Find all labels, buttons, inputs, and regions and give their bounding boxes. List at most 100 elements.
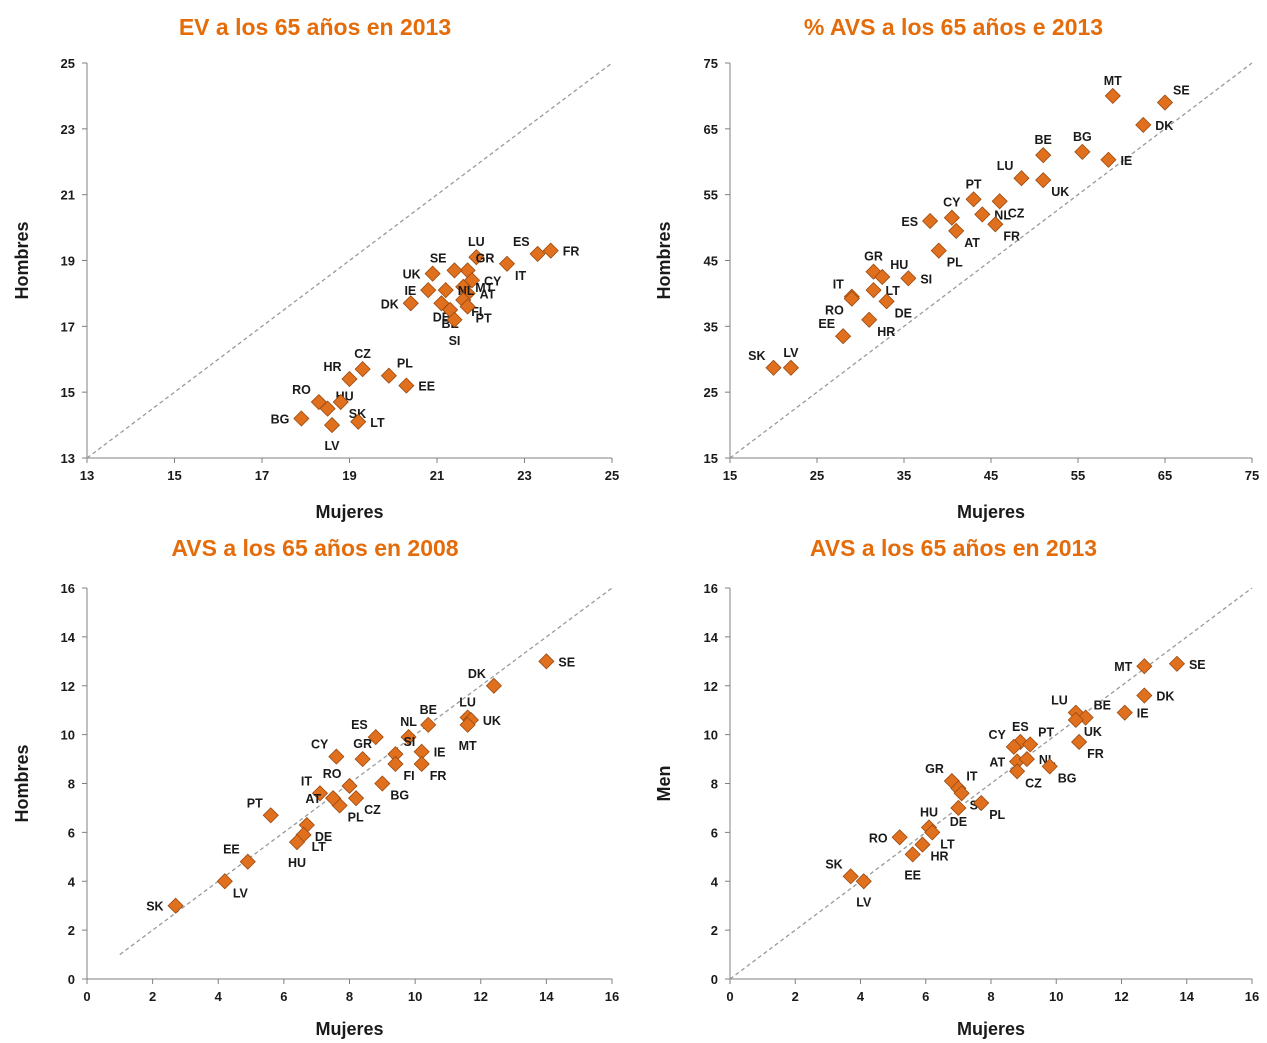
point-label: BG bbox=[1058, 771, 1077, 785]
x-axis-label: Mujeres bbox=[315, 1019, 383, 1039]
point-label: CY bbox=[988, 728, 1006, 742]
point-label: UK bbox=[403, 268, 421, 282]
data-point-pl bbox=[973, 794, 990, 812]
chart-title: EV a los 65 años en 2013 bbox=[178, 14, 452, 40]
x-tick-label: 25 bbox=[810, 468, 824, 483]
data-point-lv bbox=[323, 417, 341, 434]
data-point-ee bbox=[239, 853, 256, 870]
y-tick-label: 55 bbox=[704, 188, 718, 203]
data-point-pt bbox=[1022, 736, 1039, 753]
data-point-hu bbox=[874, 268, 891, 286]
chart-panel-avs-2013: AVS a los 65 años en 2013 0 2 4 6 8 10 12 14 16 0… bbox=[640, 525, 1267, 1043]
data-point-fr bbox=[1071, 733, 1088, 751]
data-point-dk bbox=[1136, 687, 1153, 704]
data-point-es bbox=[922, 212, 939, 230]
chart-plot-avs-2008: 0 2 4 6 8 10 12 14 16 0 2 4 6 8 10 12 14 16 Mujeres Hombres… bbox=[12, 581, 619, 1039]
data-point-hr bbox=[914, 836, 931, 853]
x-tick-label: 10 bbox=[408, 989, 422, 1004]
data-point-be bbox=[1035, 147, 1052, 164]
point-label: IT bbox=[301, 774, 312, 788]
point-label: LT bbox=[312, 840, 327, 854]
y-axis-label: Men bbox=[654, 766, 674, 802]
point-label: CZ bbox=[1008, 206, 1025, 220]
data-point-de bbox=[878, 293, 895, 310]
y-tick-label: 10 bbox=[61, 728, 75, 743]
point-label: FI bbox=[471, 305, 482, 319]
data-point-pt bbox=[965, 191, 982, 208]
y-tick-label: 15 bbox=[704, 451, 718, 466]
x-tick-label: 16 bbox=[1245, 989, 1259, 1004]
point-label: GR bbox=[864, 250, 883, 264]
point-label: HU bbox=[920, 805, 938, 819]
point-label: LU bbox=[997, 159, 1014, 173]
data-point-se bbox=[1156, 94, 1174, 111]
point-label: CY bbox=[943, 196, 961, 210]
point-label: HU bbox=[288, 856, 306, 870]
point-label: NL bbox=[400, 715, 417, 729]
x-tick-label: 15 bbox=[167, 468, 181, 483]
point-label: DK bbox=[468, 667, 486, 681]
point-label: GR bbox=[353, 737, 372, 751]
y-tick-label: 14 bbox=[61, 630, 76, 645]
reference-diagonal-line bbox=[729, 62, 1253, 459]
point-label: PT bbox=[476, 312, 492, 326]
data-point-sk bbox=[765, 359, 782, 376]
point-label: BG bbox=[1073, 130, 1092, 144]
point-label: DE bbox=[950, 815, 967, 829]
x-tick-label: 23 bbox=[517, 468, 531, 483]
y-tick-label: 10 bbox=[704, 728, 718, 743]
data-point-lv bbox=[216, 873, 233, 890]
x-tick-label: 16 bbox=[605, 989, 619, 1004]
point-label: PT bbox=[247, 796, 263, 810]
chart-plot-avs-2013: 0 2 4 6 8 10 12 14 16 0 2 4 6 8 10 12 14 16 Mujeres Men MT SE… bbox=[654, 581, 1259, 1039]
data-point-si bbox=[446, 311, 463, 328]
point-label: AT bbox=[964, 236, 980, 250]
point-label: PL bbox=[348, 810, 364, 824]
data-point-it bbox=[498, 255, 516, 272]
y-tick-label: 25 bbox=[61, 56, 75, 71]
point-label: PL bbox=[989, 808, 1005, 822]
y-tick-label: 0 bbox=[711, 972, 718, 987]
y-tick-label: 2 bbox=[711, 923, 718, 938]
data-point-lu bbox=[1013, 170, 1030, 187]
chart-title: AVS a los 65 años en 2013 bbox=[809, 535, 1098, 561]
point-label: LU bbox=[1051, 694, 1068, 708]
point-label: SE bbox=[1173, 84, 1190, 98]
x-tick-label: 13 bbox=[80, 468, 94, 483]
x-tick-label: 45 bbox=[984, 468, 998, 483]
point-label: RO bbox=[323, 767, 342, 781]
point-label: BE bbox=[420, 703, 437, 717]
point-label: SE bbox=[1189, 658, 1206, 672]
point-label: HR bbox=[323, 360, 341, 374]
y-tick-label: 14 bbox=[704, 630, 719, 645]
point-label: RO bbox=[825, 304, 844, 318]
x-tick-label: 8 bbox=[346, 989, 353, 1004]
point-label: BE bbox=[1035, 133, 1052, 147]
y-tick-label: 17 bbox=[61, 319, 75, 334]
point-label: LT bbox=[886, 284, 901, 298]
y-axis-label: Hombres bbox=[654, 221, 674, 299]
data-point-ro bbox=[341, 777, 358, 795]
data-point-hr bbox=[861, 311, 878, 328]
data-point-lv bbox=[782, 359, 799, 376]
data-point-uk bbox=[424, 265, 441, 282]
point-label: RO bbox=[869, 831, 888, 845]
data-point-nl bbox=[437, 282, 454, 299]
data-point-it bbox=[311, 785, 329, 802]
y-tick-label: 15 bbox=[61, 385, 75, 400]
data-point-si bbox=[900, 270, 917, 287]
data-point-cy bbox=[1005, 738, 1022, 755]
chart-title: % AVS a los 65 años e 2013 bbox=[803, 14, 1104, 40]
data-point-dk bbox=[485, 677, 502, 694]
x-tick-label: 6 bbox=[280, 989, 287, 1004]
data-point-lu bbox=[468, 249, 485, 266]
y-axis-label: Hombres bbox=[12, 221, 32, 299]
point-label: SI bbox=[403, 735, 415, 749]
data-point-fr bbox=[987, 216, 1004, 233]
point-label: PL bbox=[947, 256, 963, 270]
y-tick-label: 75 bbox=[704, 56, 718, 71]
data-point-cz bbox=[991, 193, 1008, 210]
point-label: DE bbox=[315, 830, 332, 844]
point-label: SE bbox=[558, 655, 575, 669]
point-label: FR bbox=[563, 245, 580, 259]
